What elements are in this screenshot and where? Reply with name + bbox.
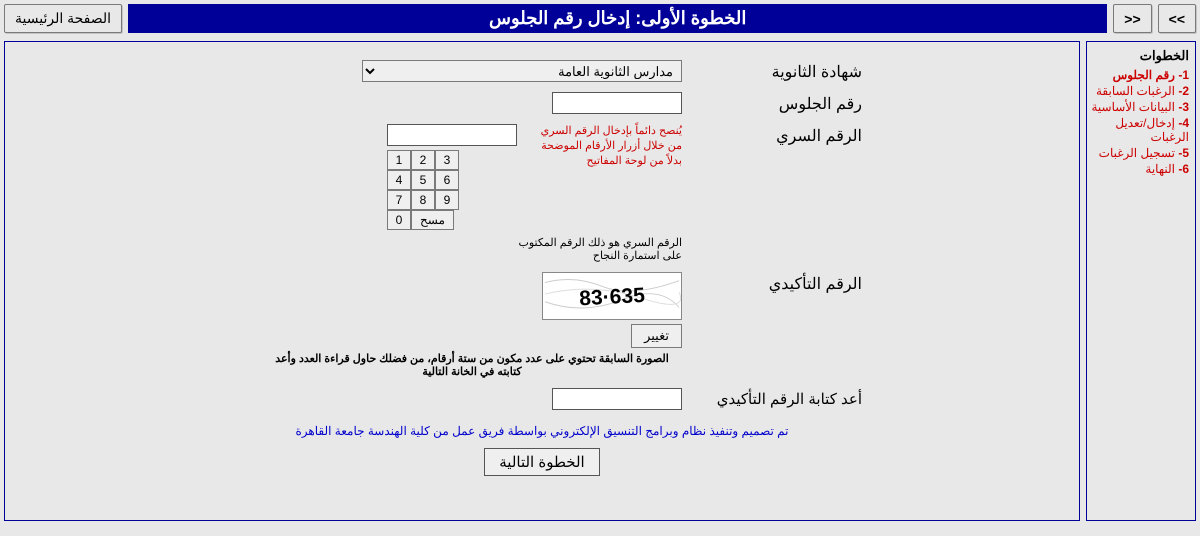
sidebar-step[interactable]: 3- البيانات الأساسية bbox=[1091, 100, 1189, 114]
keypad-5-button[interactable]: 5 bbox=[411, 170, 435, 190]
keypad-9-button[interactable]: 9 bbox=[435, 190, 459, 210]
certificate-select[interactable]: مدارس الثانوية العامة bbox=[362, 60, 682, 82]
content-panel: شهادة الثانوية مدارس الثانوية العامة رقم… bbox=[4, 41, 1080, 521]
home-button[interactable]: الصفحة الرئيسية bbox=[4, 4, 122, 33]
captcha-label: الرقم التأكيدي bbox=[682, 272, 862, 294]
keypad-8-button[interactable]: 8 bbox=[411, 190, 435, 210]
nav-next-button[interactable]: >> bbox=[1158, 4, 1196, 33]
page: >> << الخطوة الأولى: إدخال رقم الجلوس ال… bbox=[0, 0, 1200, 525]
keypad-2-button[interactable]: 2 bbox=[411, 150, 435, 170]
keypad-0-button[interactable]: 0 bbox=[387, 210, 411, 230]
main: الخطوات 1- رقم الجلوس 2- الرغبات السابقة 3… bbox=[4, 41, 1196, 521]
next-step-button[interactable]: الخطوة التالية bbox=[484, 448, 599, 476]
sidebar-step[interactable]: 5- تسجيل الرغبات bbox=[1091, 146, 1189, 160]
seat-number-input[interactable] bbox=[552, 92, 682, 114]
keypad-6-button[interactable]: 6 bbox=[435, 170, 459, 190]
secret-label: الرقم السري bbox=[682, 124, 862, 146]
sidebar-step[interactable]: 1- رقم الجلوس bbox=[1091, 68, 1189, 82]
credit-line: تم تصميم وتنفيذ نظام وبرامج التنسيق الإل… bbox=[222, 424, 862, 438]
certificate-label: شهادة الثانوية bbox=[682, 60, 862, 82]
secret-input[interactable] bbox=[387, 124, 517, 146]
sidebar-step[interactable]: 2- الرغبات السابقة bbox=[1091, 84, 1189, 98]
keypad: 123 456 789 bbox=[387, 150, 517, 210]
page-title-banner: الخطوة الأولى: إدخال رقم الجلوس bbox=[128, 4, 1107, 33]
keypad-3-button[interactable]: 3 bbox=[435, 150, 459, 170]
seat-number-label: رقم الجلوس bbox=[682, 92, 862, 114]
sidebar-step[interactable]: 4- إدخال/تعديل الرغبات bbox=[1091, 116, 1189, 144]
keypad-clear-button[interactable]: مسح bbox=[411, 210, 454, 230]
steps-sidebar: الخطوات 1- رقم الجلوس 2- الرغبات السابقة 3… bbox=[1086, 41, 1196, 521]
secret-note: الرقم السري هو ذلك الرقم المكتوب على است… bbox=[512, 236, 682, 262]
top-bar: >> << الخطوة الأولى: إدخال رقم الجلوس ال… bbox=[4, 4, 1196, 33]
keypad-1-button[interactable]: 1 bbox=[387, 150, 411, 170]
captcha-image: 635·83 bbox=[542, 272, 682, 320]
keypad-7-button[interactable]: 7 bbox=[387, 190, 411, 210]
form-area: شهادة الثانوية مدارس الثانوية العامة رقم… bbox=[222, 60, 862, 476]
svg-text:635·83: 635·83 bbox=[579, 284, 646, 310]
confirm-label: أعد كتابة الرقم التأكيدي bbox=[682, 388, 862, 408]
captcha-note: الصورة السابقة تحتوي على عدد مكون من ستة… bbox=[262, 352, 682, 378]
captcha-change-button[interactable]: تغيير bbox=[631, 324, 682, 348]
sidebar-title: الخطوات bbox=[1091, 48, 1189, 64]
keypad-4-button[interactable]: 4 bbox=[387, 170, 411, 190]
secret-hint: يُنصح دائماً بإدخال الرقم السري من خلال … bbox=[527, 124, 682, 169]
nav-prev-button[interactable]: << bbox=[1113, 4, 1151, 33]
captcha-confirm-input[interactable] bbox=[552, 388, 682, 410]
sidebar-step[interactable]: 6- النهاية bbox=[1091, 162, 1189, 176]
